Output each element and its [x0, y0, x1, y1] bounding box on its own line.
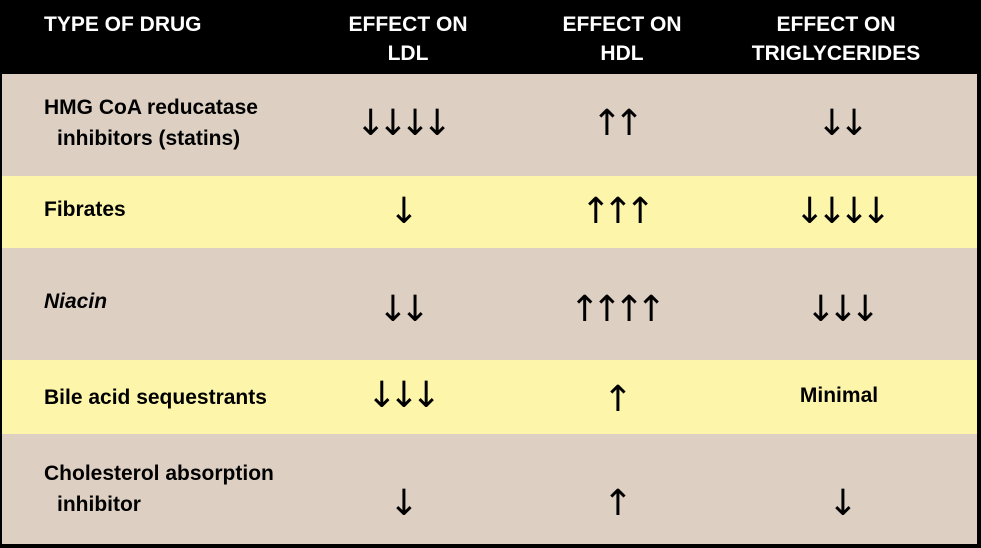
ldl-effect: ↓↓↓↓: [355, 103, 453, 144]
drug-name-line2: inhibitor: [57, 493, 141, 516]
drug-name: HMG CoA reducatase inhibitors (statins): [44, 92, 258, 154]
table-row: Niacin ↓↓ ↑↑↑↑ ↓↓↓: [2, 248, 977, 360]
table-row: HMG CoA reducatase inhibitors (statins) …: [2, 74, 977, 176]
tg-effect: ↓: [827, 483, 858, 524]
header-hdl-line1: EFFECT ON: [562, 13, 682, 36]
tg-effect: Minimal: [799, 384, 879, 407]
hdl-effect: ↑↑↑: [580, 191, 656, 232]
hdl-effect: ↑↑: [591, 103, 644, 144]
table-row: Fibrates ↓ ↑↑↑ ↓↓↓↓: [2, 176, 977, 248]
header-ldl: EFFECT ON LDL: [308, 10, 508, 68]
drug-name: Fibrates: [44, 194, 126, 225]
tg-effect: ↓↓↓↓: [794, 191, 892, 232]
header-tg-line2: TRIGLYCERIDES: [751, 42, 921, 65]
drug-name-line1: Bile acid sequestrants: [44, 386, 267, 409]
hdl-effect: ↑↑↑↑: [569, 289, 667, 330]
ldl-effect: ↓↓: [377, 289, 430, 330]
ldl-effect: ↓: [388, 483, 419, 524]
tg-effect: ↓↓: [816, 103, 869, 144]
drug-name-line1: HMG CoA reducatase: [44, 96, 258, 119]
header-hdl: EFFECT ON HDL: [522, 10, 722, 68]
drug-name: Bile acid sequestrants: [44, 382, 267, 413]
hdl-effect: ↑: [602, 483, 633, 524]
hdl-effect: ↑: [602, 379, 633, 420]
header-hdl-line2: HDL: [600, 42, 644, 65]
header-tg-line1: EFFECT ON: [776, 13, 896, 36]
drug-name: Niacin: [44, 286, 107, 317]
drug-name-line1: Fibrates: [44, 198, 126, 221]
drug-name-line1: Cholesterol absorption: [44, 462, 274, 485]
drug-name: Cholesterol absorption inhibitor: [44, 458, 274, 520]
drug-name-line2: inhibitors (statins): [57, 127, 241, 150]
header-ldl-line1: EFFECT ON: [348, 13, 468, 36]
drug-name-line1: Niacin: [44, 290, 108, 313]
header-tg: EFFECT ON TRIGLYCERIDES: [736, 10, 936, 68]
table-row: Bile acid sequestrants ↓↓↓ ↑ Minimal: [2, 360, 977, 434]
table-row: Cholesterol absorption inhibitor ↓ ↑ ↓: [2, 434, 977, 544]
header-ldl-line2: LDL: [387, 42, 429, 65]
header-drug: TYPE OF DRUG: [44, 13, 202, 36]
table-header: TYPE OF DRUG EFFECT ON LDL EFFECT ON HDL…: [0, 0, 981, 74]
ldl-effect: ↓: [388, 191, 419, 232]
ldl-effect: ↓↓↓: [366, 375, 442, 416]
tg-effect: ↓↓↓: [805, 289, 881, 330]
